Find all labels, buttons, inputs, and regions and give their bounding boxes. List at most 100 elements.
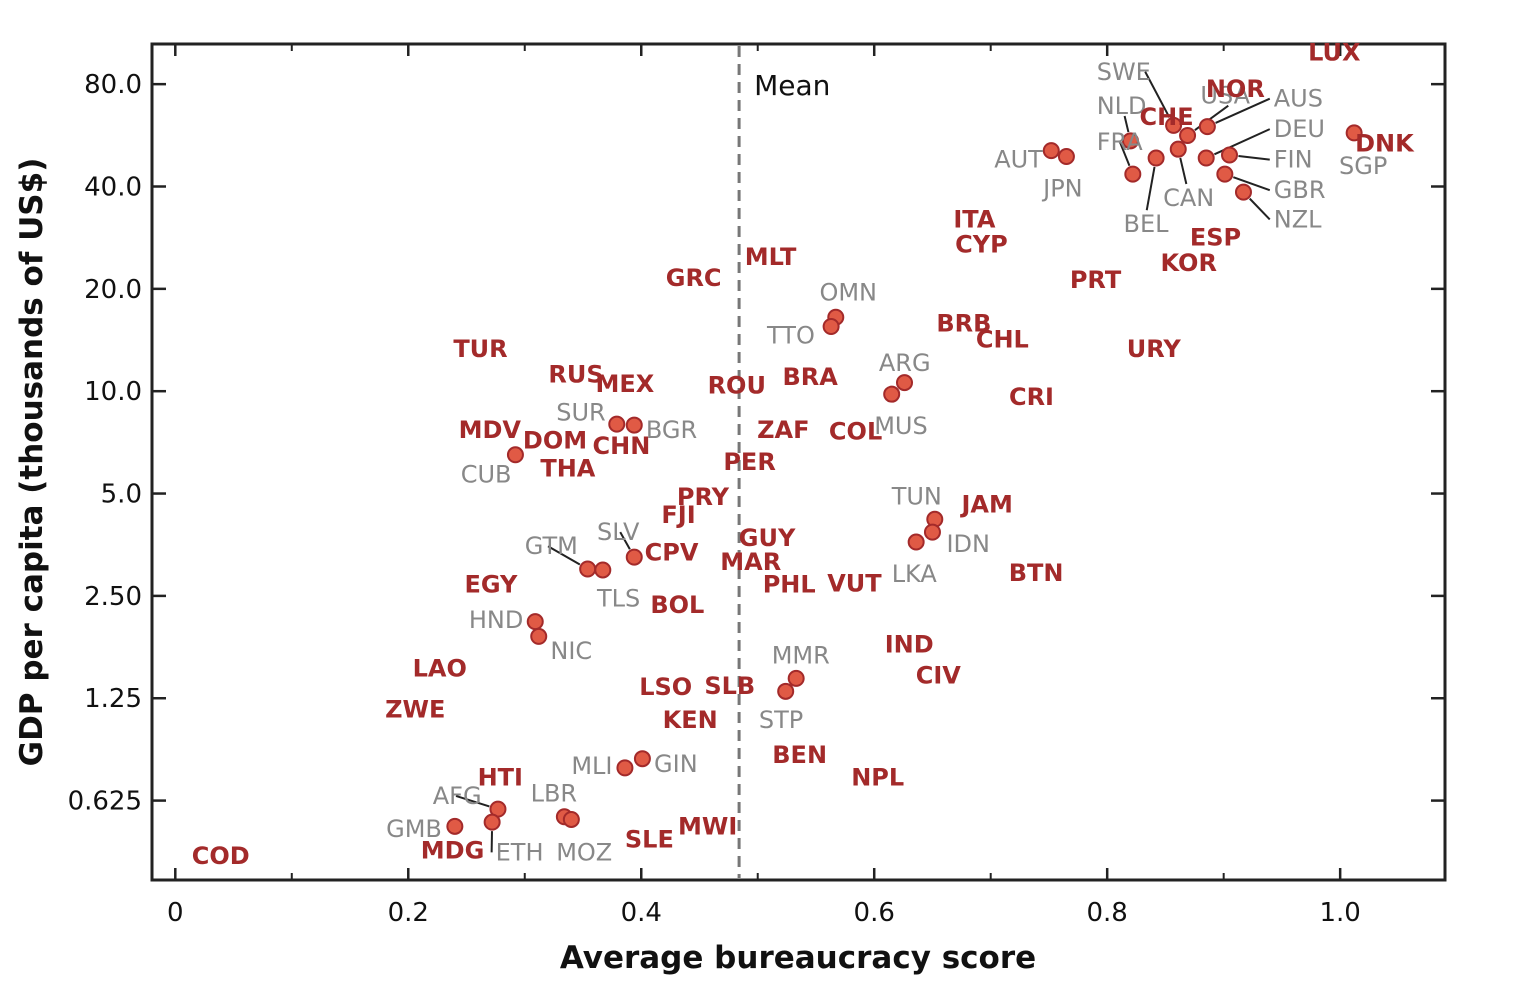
point-label-zwe: ZWE <box>385 695 445 723</box>
point-label-sur: SUR <box>556 399 605 427</box>
point-label-chl: CHL <box>976 325 1029 353</box>
point-marker-gmb <box>446 817 464 835</box>
point-label-arg: ARG <box>879 349 931 377</box>
point-label-gmb: GMB <box>386 815 442 843</box>
point-label-rou: ROU <box>708 371 766 399</box>
point-marker-nzl <box>1234 183 1252 201</box>
point-label-chn: CHN <box>593 432 651 460</box>
point-label-egy: EGY <box>464 571 518 599</box>
point-label-tur: TUR <box>453 335 507 363</box>
y-tick-label: 0.625 <box>68 787 142 817</box>
point-marker-mmr <box>787 669 805 687</box>
x-tick-label: 0 <box>167 898 184 928</box>
point-label-can: CAN <box>1163 184 1214 212</box>
point-marker-aut <box>1042 142 1060 160</box>
point-label-mdv: MDV <box>459 416 522 444</box>
point-label-slv: SLV <box>597 518 640 546</box>
leader-line-swe <box>1144 71 1171 118</box>
point-label-omn: OMN <box>819 279 877 307</box>
point-label-gin: GIN <box>654 750 698 778</box>
point-marker-fra <box>1124 165 1142 183</box>
point-marker-usa <box>1179 127 1197 145</box>
point-label-hti: HTI <box>478 764 523 792</box>
point-label-mex: MEX <box>596 370 655 398</box>
point-label-btn: BTN <box>1009 559 1064 587</box>
point-label-mar: MAR <box>720 548 781 576</box>
point-label-cod: COD <box>192 842 250 870</box>
leader-line-nzl <box>1248 197 1271 221</box>
point-marker-hnd <box>526 613 544 631</box>
point-label-afg: AFG <box>433 782 482 810</box>
point-marker-sgp <box>1345 124 1363 142</box>
leader-line-gtm <box>547 545 581 566</box>
point-label-esp: ESP <box>1190 224 1241 252</box>
leader-line-can <box>1179 157 1188 185</box>
point-marker-arg <box>896 374 914 392</box>
point-marker-slv <box>625 548 643 566</box>
y-tick-label: 5.0 <box>101 480 142 510</box>
point-marker-lka <box>907 533 925 551</box>
x-tick-label: 1.0 <box>1319 898 1360 928</box>
leader-line-fin <box>1238 155 1270 161</box>
point-marker-mli <box>616 759 634 777</box>
point-label-nor: NOR <box>1206 75 1265 103</box>
point-label-bgr: BGR <box>646 416 697 444</box>
leader-line-slv <box>619 531 631 550</box>
point-marker-stp <box>777 682 795 700</box>
point-label-ind: IND <box>885 630 934 658</box>
point-label-zaf: ZAF <box>757 416 809 444</box>
point-label-aut: AUT <box>994 146 1043 174</box>
point-marker-gin <box>633 750 651 768</box>
point-label-stp: STP <box>759 706 803 734</box>
point-marker-gbr <box>1216 165 1234 183</box>
leader-line-nld <box>1123 115 1130 133</box>
point-label-sle: SLE <box>625 826 674 854</box>
point-label-cub: CUB <box>461 461 512 489</box>
point-label-phl: PHL <box>763 571 816 599</box>
point-label-npl: NPL <box>851 764 904 792</box>
point-marker-moz <box>562 810 580 828</box>
point-label-tun: TUN <box>891 483 942 511</box>
point-label-slb: SLB <box>704 672 755 700</box>
point-label-deu: DEU <box>1274 115 1325 143</box>
point-label-fji: FJI <box>661 501 695 529</box>
point-label-lao: LAO <box>413 654 467 682</box>
point-marker-nld <box>1121 132 1139 150</box>
point-marker-bgr <box>625 416 643 434</box>
point-label-hnd: HND <box>469 606 523 634</box>
point-label-gbr: GBR <box>1274 176 1326 204</box>
point-marker-can <box>1169 140 1187 158</box>
x-tick-label: 0.8 <box>1087 898 1128 928</box>
point-label-eth: ETH <box>496 838 544 866</box>
mean-label: Mean <box>754 69 830 102</box>
point-label-nzl: NZL <box>1274 205 1322 233</box>
x-axis-title: Average bureaucracy score <box>560 940 1036 976</box>
point-label-ita: ITA <box>953 205 995 233</box>
leader-line-afg <box>455 794 490 808</box>
point-label-mus: MUS <box>874 412 928 440</box>
point-label-lbr: LBR <box>531 780 578 808</box>
point-label-cyp: CYP <box>955 231 1008 259</box>
point-label-lux: LUX <box>1308 39 1361 67</box>
point-label-nld: NLD <box>1097 92 1147 120</box>
point-label-sgp: SGP <box>1339 152 1387 180</box>
point-label-pry: PRY <box>677 483 730 511</box>
x-tick-label: 0.6 <box>854 898 895 928</box>
point-label-usa: USA <box>1200 82 1250 110</box>
point-label-tha: THA <box>540 455 595 483</box>
leader-line-aus <box>1215 97 1271 124</box>
leader-line-gbr <box>1232 176 1271 192</box>
point-label-rus: RUS <box>548 360 603 388</box>
point-label-ury: URY <box>1127 335 1182 363</box>
point-label-per: PER <box>723 448 775 476</box>
point-label-swe: SWE <box>1097 58 1151 86</box>
point-label-civ: CIV <box>916 661 962 689</box>
y-axis-title: GDP per capita (thousands of US$) <box>14 158 50 767</box>
point-label-lso: LSO <box>639 673 692 701</box>
point-label-mwi: MWI <box>678 812 737 840</box>
point-label-fra: FRA <box>1097 128 1144 156</box>
point-label-vut: VUT <box>827 569 882 597</box>
point-marker-jpn <box>1057 148 1075 166</box>
point-label-ken: KEN <box>663 706 718 734</box>
